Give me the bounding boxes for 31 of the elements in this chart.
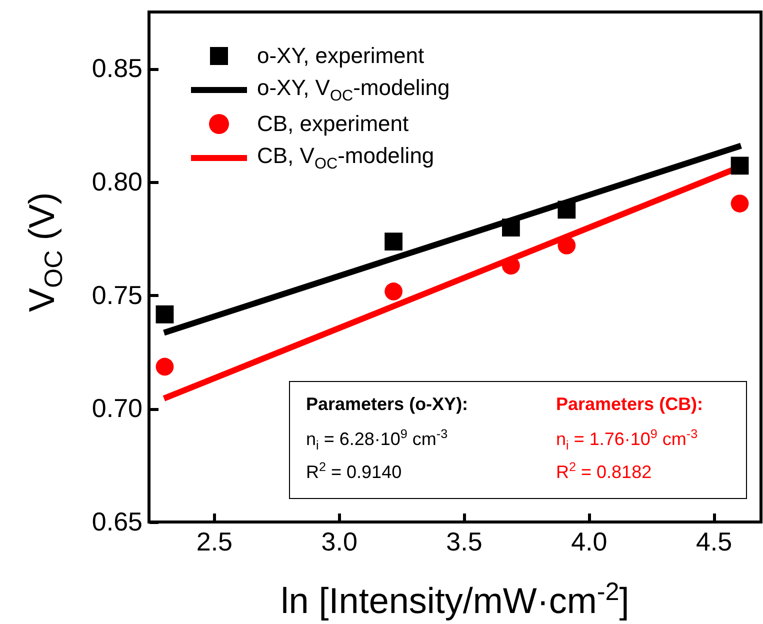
point xyxy=(156,358,174,376)
y-tick-label: 0.80 xyxy=(92,166,142,196)
legend-label: o-XY, V$_{OC}$-modeling xyxy=(257,74,450,106)
y-tick-label: 0.65 xyxy=(92,506,142,536)
point xyxy=(156,305,174,324)
legend-label: o-XY, experiment xyxy=(257,43,424,69)
legend-label: CB, V$_{OC}$-modeling xyxy=(257,142,434,174)
point xyxy=(730,194,749,212)
annotation: Parameters (CB): xyxy=(556,394,704,415)
annotation: R$^{2}$ = 0.8182 xyxy=(556,460,652,483)
y-tick-label: 0.75 xyxy=(92,280,142,310)
annotation: R$^{2}$ = 0.9140 xyxy=(306,460,402,483)
point xyxy=(730,156,749,175)
x-tick-label: 4.0 xyxy=(571,526,608,556)
legend-label: CB, experiment xyxy=(257,111,409,137)
x-tick-label: 4.5 xyxy=(696,526,732,556)
x-tick-label: 2.5 xyxy=(196,526,233,556)
point xyxy=(502,218,520,237)
point xyxy=(558,236,576,254)
annotation: n$_{i}$ = 1.76·10$^{9}$ cm$^{-3}$ xyxy=(556,427,698,453)
y-tick-label: 0.70 xyxy=(92,393,142,424)
x-tick-label: 3.5 xyxy=(446,526,482,556)
annotation: Parameters (o-XY): xyxy=(306,394,468,415)
point xyxy=(502,256,520,275)
point xyxy=(558,200,576,219)
y-tick-label: 0.85 xyxy=(92,53,142,84)
x-axis-title: ln [Intensity/mW·cm$^{-2}$] xyxy=(280,578,630,622)
point xyxy=(384,282,402,300)
annotation: n$_{i}$ = 6.28·10$^{9}$ cm$^{-3}$ xyxy=(306,427,448,453)
x-tick-label: 3.0 xyxy=(321,526,358,556)
point xyxy=(384,232,402,251)
